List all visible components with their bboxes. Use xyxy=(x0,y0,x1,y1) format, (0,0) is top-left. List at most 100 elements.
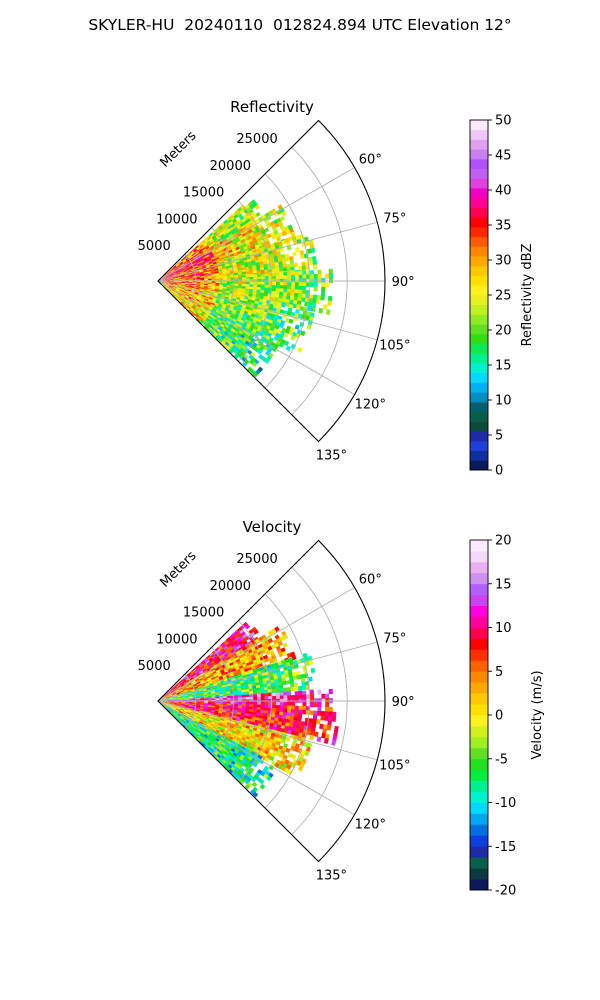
radar-cell xyxy=(214,311,219,316)
radar-cell xyxy=(201,316,207,321)
radar-cell xyxy=(177,276,182,278)
radar-cell xyxy=(185,684,190,688)
radar-cell xyxy=(307,726,312,732)
radar-cell xyxy=(313,731,319,737)
colorbar-swatch xyxy=(470,314,488,325)
radar-cell xyxy=(209,266,215,269)
radar-cell xyxy=(295,727,301,733)
radar-cell xyxy=(166,702,171,704)
radar-cell xyxy=(200,312,206,316)
radar-cell xyxy=(279,282,284,286)
radar-cell xyxy=(271,272,277,277)
radar-cell xyxy=(233,709,238,713)
radar-cell xyxy=(215,299,221,303)
radar-cell xyxy=(233,287,239,291)
radar-cell xyxy=(218,311,224,316)
radar-cell xyxy=(198,290,204,293)
radar-cell xyxy=(210,303,215,308)
radar-cell xyxy=(235,739,241,744)
radar-cell xyxy=(184,715,189,719)
radar-cell xyxy=(175,263,180,267)
radar-cell xyxy=(164,705,169,709)
radar-cell xyxy=(282,295,287,300)
radar-cell xyxy=(207,735,213,740)
radar-cell xyxy=(211,698,216,701)
radar-cell xyxy=(263,715,268,720)
radar-cell xyxy=(244,760,250,766)
radar-cell xyxy=(192,717,197,721)
radar-cell xyxy=(264,358,270,364)
colorbar-swatch xyxy=(470,769,488,782)
radar-cell xyxy=(162,282,166,285)
radar-cell xyxy=(235,748,240,753)
radar-cell xyxy=(173,697,178,699)
radar-cell xyxy=(197,715,202,719)
radar-cell xyxy=(282,642,288,648)
radar-cell xyxy=(180,295,185,299)
colorbar-swatch xyxy=(470,572,488,585)
radar-cell xyxy=(208,298,213,302)
radar-cell xyxy=(253,696,258,700)
radar-cell xyxy=(229,762,235,768)
radar-cell xyxy=(204,282,209,285)
radar-cell xyxy=(207,277,212,279)
radar-cell xyxy=(245,276,250,280)
radar-cell xyxy=(242,734,247,739)
reflectivity-azimuth-ticks: 60°75°90°105°120°135° xyxy=(316,152,415,463)
radar-cell xyxy=(253,274,258,278)
radar-cell xyxy=(244,713,249,717)
radar-cell xyxy=(211,669,217,673)
radar-cell xyxy=(204,701,209,703)
radar-cell xyxy=(218,646,224,651)
radar-cell xyxy=(244,230,250,236)
radar-cell xyxy=(173,293,177,297)
radar-cell xyxy=(251,322,257,327)
radar-cell xyxy=(230,302,236,306)
radar-cell xyxy=(289,679,295,685)
radar-cell xyxy=(181,300,186,304)
radar-cell xyxy=(189,249,194,254)
radar-cell xyxy=(194,250,199,255)
radar-cell xyxy=(205,304,210,309)
radar-cell xyxy=(279,215,285,222)
radar-cell xyxy=(269,756,275,762)
radar-cell xyxy=(209,238,215,243)
radar-cell xyxy=(277,302,282,307)
radar-cell xyxy=(204,325,209,330)
radar-cell xyxy=(288,676,294,681)
radar-cell xyxy=(210,743,216,749)
radar-cell xyxy=(328,688,333,695)
radar-cell xyxy=(215,694,220,697)
radar-cell xyxy=(270,644,277,650)
radar-cell xyxy=(187,290,192,293)
colorbar-tick-label: 25 xyxy=(495,289,512,304)
radar-cell xyxy=(200,282,205,284)
radar-cell xyxy=(253,752,260,758)
radar-cell xyxy=(231,211,237,217)
radar-cell xyxy=(300,673,305,679)
radar-cell xyxy=(169,711,173,715)
radar-cell xyxy=(211,694,216,697)
radar-cell xyxy=(232,224,237,230)
radar-cell xyxy=(325,693,330,699)
radar-cell xyxy=(200,317,206,322)
colorbar-tick-label: 15 xyxy=(495,577,512,592)
radar-cell xyxy=(230,642,236,648)
radar-cell xyxy=(241,274,246,278)
radar-cell xyxy=(185,701,190,703)
radar-cell xyxy=(214,227,220,232)
radar-cell xyxy=(210,711,215,714)
radar-cell xyxy=(263,710,269,714)
radar-cell xyxy=(167,271,172,274)
radar-cell xyxy=(177,282,182,284)
radar-cell xyxy=(221,649,227,655)
radar-cell xyxy=(183,691,188,694)
radar-cell xyxy=(221,339,227,344)
radar-cell xyxy=(194,728,199,733)
radar-cell xyxy=(209,745,214,750)
radar-cell xyxy=(262,677,267,682)
radar-cell xyxy=(200,277,205,280)
radar-cell xyxy=(169,291,173,295)
colorbar-swatch xyxy=(470,813,488,825)
radar-cell xyxy=(245,281,250,285)
